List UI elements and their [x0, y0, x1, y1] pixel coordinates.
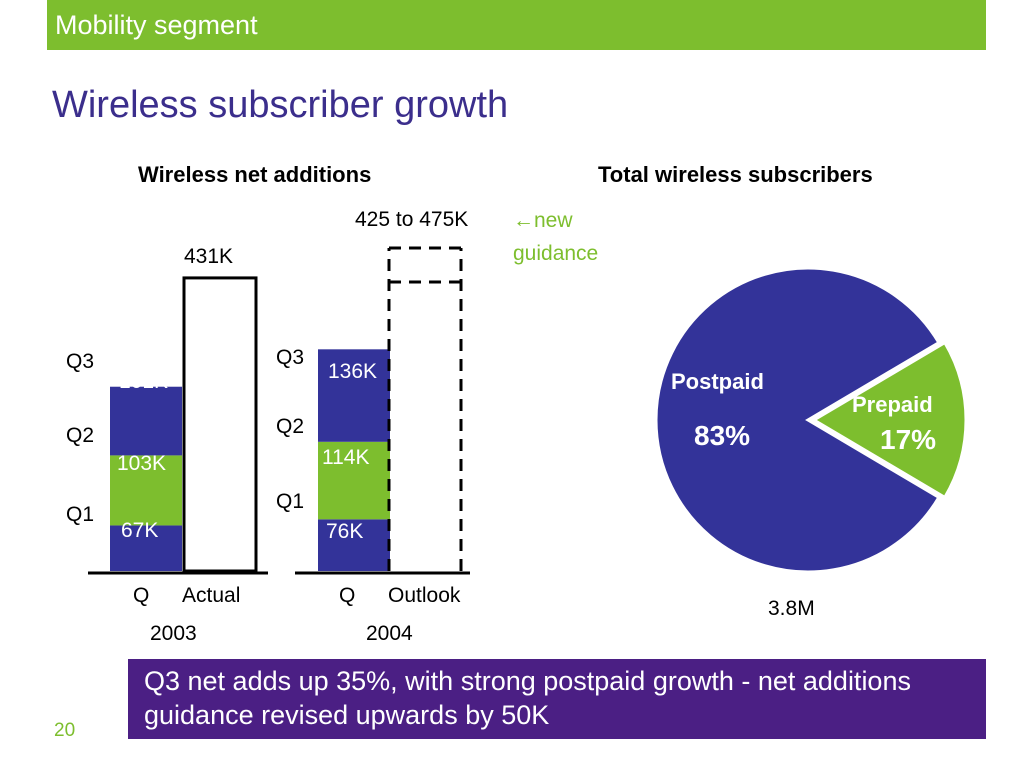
- pie-chart-title: Total wireless subscribers: [598, 162, 873, 187]
- q1-label-2003: Q1: [66, 503, 95, 526]
- section-header-text: Mobility segment: [55, 10, 258, 40]
- new-guidance-line-1: ←new: [513, 204, 598, 237]
- pie-total-label: 3.8M: [768, 597, 815, 620]
- x-label-2003-year: 2003: [150, 622, 197, 645]
- section-header-bar: Mobility segment: [47, 0, 986, 50]
- pie-label-prepaid: Prepaid: [852, 392, 933, 417]
- new-guidance-annotation: ←new guidance: [513, 204, 598, 270]
- data-label-2004-q2: 114K: [322, 446, 370, 469]
- q3-label-2003: Q3: [66, 350, 95, 373]
- slide-title: Wireless subscriber growth: [52, 84, 509, 126]
- x-label-2003-q: Q: [133, 584, 150, 607]
- q2-label-2003: Q2: [66, 424, 95, 447]
- data-label-2003-q3: 101K: [119, 370, 169, 393]
- summary-callout: Q3 net adds up 35%, with strong postpaid…: [128, 659, 986, 739]
- new-guidance-text-new: new: [534, 209, 573, 232]
- pie-label-postpaid: Postpaid: [671, 369, 764, 394]
- new-guidance-text-guidance: guidance: [513, 242, 599, 265]
- data-label-2004-q3: 136K: [328, 360, 378, 383]
- summary-callout-text: Q3 net adds up 35%, with strong postpaid…: [144, 666, 911, 730]
- bar-2003-q3: [110, 386, 182, 456]
- bar-2004-q1: [318, 519, 390, 571]
- bar-2004-q3: [318, 349, 390, 442]
- x-label-2004-year: 2004: [366, 622, 413, 645]
- data-label-2003-total: 431K: [184, 245, 234, 268]
- x-label-2003-actual: Actual: [182, 584, 241, 607]
- bar-2003-q1: [110, 525, 182, 571]
- q2-label-2004: Q2: [276, 415, 305, 438]
- bar-2003-total: [182, 276, 258, 573]
- bar-2003-q2: [110, 455, 182, 526]
- q1-label-2004: Q1: [276, 490, 305, 513]
- bar-2004-q2: [318, 441, 390, 520]
- q3-label-2004: Q3: [276, 346, 305, 369]
- x-label-2004-q: Q: [339, 584, 356, 607]
- bar-chart-title: Wireless net additions: [138, 162, 372, 187]
- page-number: 20: [54, 720, 76, 741]
- pie-value-postpaid: 83%: [694, 420, 751, 451]
- data-label-2004-q1: 76K: [326, 520, 364, 543]
- left-arrow-icon: ←: [513, 209, 534, 232]
- pie-slice-postpaid: [654, 266, 941, 574]
- x-label-2004-outlook: Outlook: [388, 584, 461, 607]
- data-label-2003-q1: 67K: [121, 519, 159, 542]
- pie-slice-prepaid: [811, 340, 968, 500]
- pie-value-prepaid: 17%: [880, 424, 937, 455]
- data-label-2004-range: 425 to 475K: [355, 208, 469, 231]
- data-label-2003-q2: 103K: [117, 452, 167, 475]
